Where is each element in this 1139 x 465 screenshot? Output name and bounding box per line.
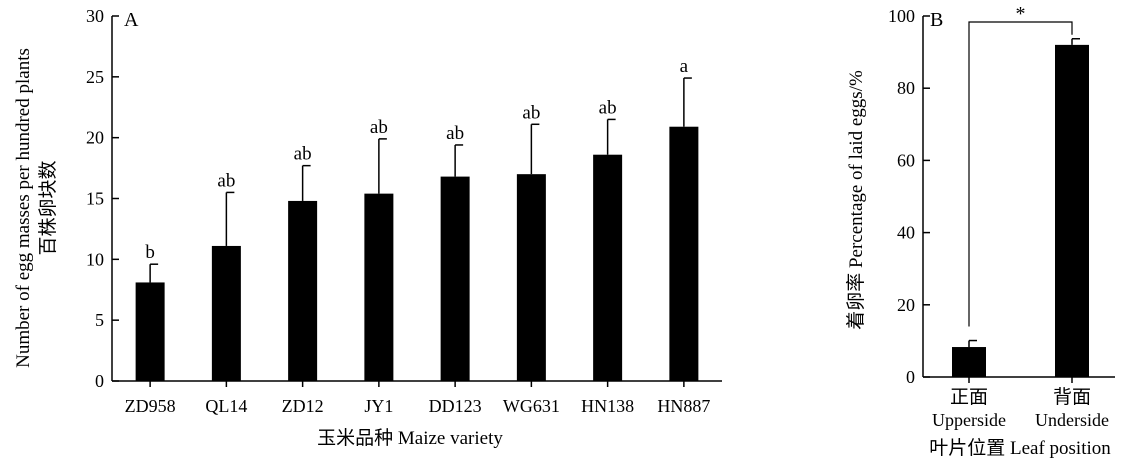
panel-b-ytick-label: 100	[888, 6, 915, 26]
panel-a-xlabel-cn: 玉米品种	[317, 427, 393, 449]
panel-a-ytick-label: 5	[95, 310, 104, 330]
panel-b-label: B	[930, 9, 943, 31]
panel-b-ytick-label: 20	[897, 295, 915, 315]
panel-a-bar	[440, 176, 470, 381]
panel-b-ylabel-cn: 着卵率	[845, 273, 867, 330]
panel-b-ytick-label: 80	[897, 78, 915, 98]
panel-a-category-label: WG631	[503, 396, 560, 416]
panel-b-bar	[952, 347, 986, 377]
panel-a-significance-label: ab	[446, 123, 464, 144]
panel-a-ylabel-cn: 百株卵块数	[37, 160, 59, 255]
panel-a-significance-label: ab	[294, 144, 312, 165]
panel-a-xlabel: 玉米品种 Maize variety	[317, 427, 503, 449]
panel-a-bar	[516, 174, 546, 381]
panel-a-bar	[593, 154, 623, 381]
panel-b-significance-marker: *	[1016, 3, 1026, 25]
panel-b-category-label: Upperside	[932, 410, 1006, 430]
panel-a-ytick-label: 0	[95, 371, 104, 391]
panel-a-bar	[135, 282, 165, 381]
panel-a-ytick-label: 15	[86, 189, 104, 209]
panel-b-category-label-cn: 正面	[950, 387, 988, 408]
panel-a-significance-label: ab	[599, 97, 617, 118]
panel-a-significance-label: b	[145, 242, 155, 263]
panel-b-ylabel: 着卵率 Percentage of laid eggs/%	[845, 70, 867, 330]
panel-a-category-label: DD123	[429, 396, 482, 416]
panel-a-significance-label: ab	[522, 102, 540, 123]
panel-a-category-label: HN138	[581, 396, 634, 416]
panel-a-ytick-label: 30	[86, 6, 104, 26]
panel-b-xlabel: 叶片位置 Leaf position	[929, 437, 1111, 459]
panel-a-category-label: ZD958	[125, 396, 176, 416]
panel-a-xlabel-en: Maize variety	[398, 428, 503, 449]
panel-b: B 着卵率 Percentage of laid eggs/% 叶片位置 Lea…	[845, 3, 1115, 459]
panel-a-bar	[288, 200, 318, 381]
panel-a-ytick-label: 20	[86, 128, 104, 148]
panel-a-significance-label: a	[680, 56, 689, 77]
panel-a-bar	[211, 245, 241, 381]
panel-b-ylabel-en: Percentage of laid eggs/%	[846, 70, 867, 268]
panel-a-significance-label: ab	[217, 170, 235, 191]
panel-b-category-label: Underside	[1035, 410, 1109, 430]
panel-a-category-label: HN887	[657, 396, 710, 416]
panel-b-category-label-cn: 背面	[1053, 386, 1091, 408]
panel-a-category-label: QL14	[205, 396, 247, 416]
panel-b-xlabel-cn: 叶片位置	[929, 437, 1005, 459]
panel-b-ytick-label: 60	[897, 150, 915, 170]
panel-a-category-label: ZD12	[282, 396, 324, 416]
panel-a-category-label: JY1	[364, 396, 393, 416]
panel-a-bar	[364, 193, 394, 381]
panel-b-significance-bracket	[968, 21, 1073, 327]
panel-b-ytick-label: 40	[897, 223, 915, 243]
panel-b-xlabel-en: Leaf position	[1010, 438, 1111, 459]
panel-a-ytick-label: 10	[86, 249, 104, 269]
panel-a-bar	[669, 126, 699, 381]
panel-b-bar	[1055, 44, 1089, 377]
panel-b-ytick-label: 0	[906, 367, 915, 387]
panel-a-ytick-label: 25	[86, 67, 104, 87]
panel-a-label: A	[124, 9, 139, 31]
panel-a: A 百株卵块数 Number of egg masses per hundred…	[13, 6, 722, 449]
panel-a-significance-label: ab	[370, 117, 388, 138]
panel-a-ylabel: 百株卵块数	[37, 160, 59, 255]
panel-a-ylabel-en: Number of egg masses per hundred plants	[13, 48, 34, 368]
